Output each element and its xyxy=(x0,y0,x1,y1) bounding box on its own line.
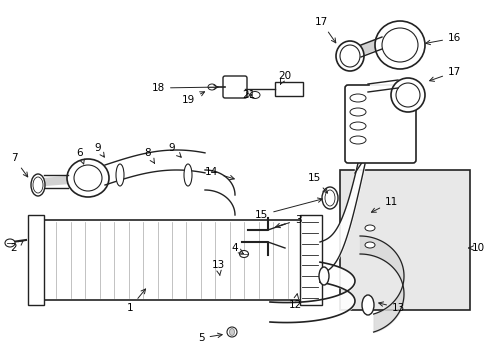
Bar xyxy=(339,170,469,310)
Bar xyxy=(42,220,302,300)
Text: 8: 8 xyxy=(144,148,154,163)
Text: 5: 5 xyxy=(198,333,222,343)
Ellipse shape xyxy=(239,251,248,257)
Text: 19: 19 xyxy=(182,92,204,105)
Text: 1: 1 xyxy=(126,289,145,313)
Text: 9: 9 xyxy=(168,143,181,157)
Ellipse shape xyxy=(364,225,374,231)
Text: 7: 7 xyxy=(11,153,28,177)
Bar xyxy=(28,215,44,305)
Ellipse shape xyxy=(207,84,216,90)
Ellipse shape xyxy=(229,328,234,336)
Ellipse shape xyxy=(226,327,237,337)
Text: 17: 17 xyxy=(429,67,460,81)
Text: 10: 10 xyxy=(468,243,484,253)
Ellipse shape xyxy=(31,174,45,196)
FancyBboxPatch shape xyxy=(345,85,415,163)
Ellipse shape xyxy=(183,164,192,186)
Ellipse shape xyxy=(374,21,424,69)
Text: 14: 14 xyxy=(204,167,234,180)
Ellipse shape xyxy=(5,239,15,247)
Ellipse shape xyxy=(318,267,328,285)
Text: 13: 13 xyxy=(211,260,224,275)
Ellipse shape xyxy=(67,159,109,197)
Ellipse shape xyxy=(335,41,363,71)
Ellipse shape xyxy=(390,78,424,112)
Text: 21: 21 xyxy=(242,90,255,100)
Text: 11: 11 xyxy=(371,197,397,212)
Ellipse shape xyxy=(116,164,124,186)
Ellipse shape xyxy=(321,187,337,209)
Text: 3: 3 xyxy=(275,215,301,228)
Text: 9: 9 xyxy=(95,143,104,157)
Text: 18: 18 xyxy=(151,83,218,93)
Text: 15: 15 xyxy=(254,198,322,220)
Text: 16: 16 xyxy=(425,33,460,45)
Text: 15: 15 xyxy=(307,173,327,193)
Ellipse shape xyxy=(249,91,260,99)
Text: 17: 17 xyxy=(314,17,335,43)
FancyBboxPatch shape xyxy=(223,76,246,98)
Bar xyxy=(274,82,303,96)
Text: 12: 12 xyxy=(288,294,301,310)
Ellipse shape xyxy=(361,295,373,315)
Text: 4: 4 xyxy=(231,243,243,253)
Bar xyxy=(299,215,321,305)
Ellipse shape xyxy=(364,242,374,248)
Text: 13: 13 xyxy=(378,302,405,313)
Text: 6: 6 xyxy=(77,148,84,164)
Text: 20: 20 xyxy=(278,71,290,84)
Text: 2: 2 xyxy=(11,241,23,253)
